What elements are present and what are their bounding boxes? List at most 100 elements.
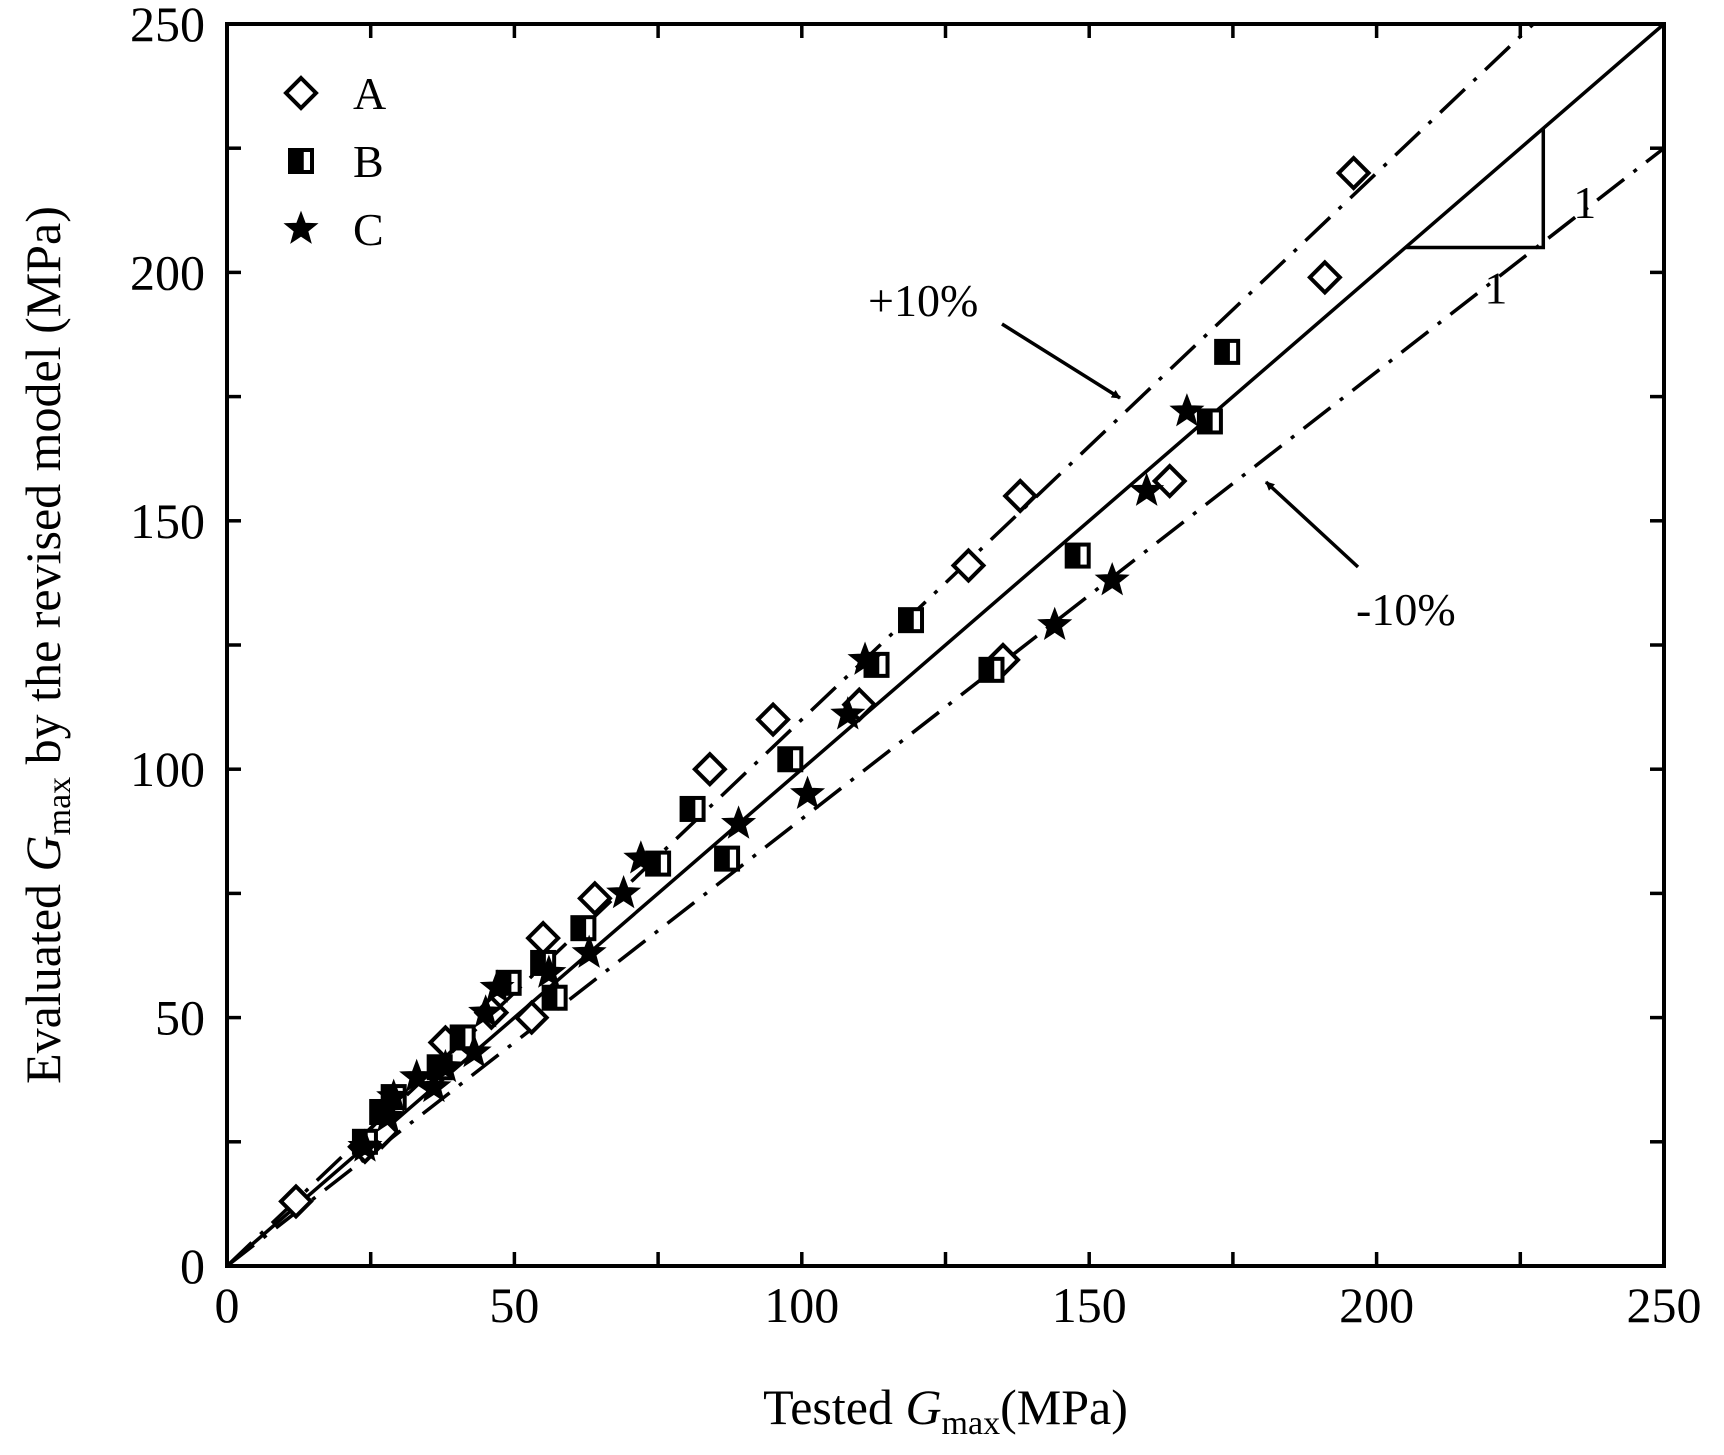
marker-a xyxy=(283,75,319,111)
marker-c xyxy=(399,1058,435,1093)
x-axis-label-subscript: max xyxy=(942,1405,1001,1442)
legend-item-c: C xyxy=(283,204,384,255)
marker-a xyxy=(513,999,550,1036)
marker-a xyxy=(1002,478,1039,514)
plus-10-percent-arrow xyxy=(1001,322,1121,400)
marker-c xyxy=(531,954,567,988)
data-markers xyxy=(278,155,1372,1220)
marker-b-fill xyxy=(543,986,558,1009)
x-tick-label: 250 xyxy=(1627,1277,1702,1333)
plus-10-percent-label: +10% xyxy=(868,275,978,326)
y-tick-label: 200 xyxy=(130,244,205,300)
legend-label: C xyxy=(353,204,384,255)
marker-c xyxy=(571,934,607,968)
y-tick-label: 100 xyxy=(130,741,205,797)
series-b xyxy=(351,338,1241,1155)
minus-10-percent-line xyxy=(225,146,1666,1268)
marker-b xyxy=(570,915,597,942)
y-tick-label: 50 xyxy=(155,990,205,1046)
marker-c xyxy=(347,1128,383,1162)
y-axis-label: Evaluated Gmax by the revised model (MPa… xyxy=(15,206,78,1084)
x-axis-label-variable: G xyxy=(905,1379,941,1435)
marker-c xyxy=(790,775,826,809)
marker-a xyxy=(278,1183,314,1220)
marker-c xyxy=(606,874,642,909)
slope-triangle: 1 1 xyxy=(1405,128,1596,314)
marker-b-fill xyxy=(980,658,995,681)
plus-10-percent-line xyxy=(225,22,1535,1268)
marker-b-fill xyxy=(572,917,587,940)
marker-b xyxy=(679,795,706,822)
annotations: +10% -10% xyxy=(868,275,1456,635)
slope-triangle-shape xyxy=(1405,128,1546,250)
marker-a xyxy=(525,920,561,956)
marker-c xyxy=(456,1033,492,1068)
x-axis-label: Tested Gmax(MPa) xyxy=(763,1379,1128,1442)
x-tick-label: 0 xyxy=(215,1277,240,1333)
marker-c xyxy=(623,840,659,874)
marker-b xyxy=(288,148,314,174)
marker-c xyxy=(468,994,504,1028)
marker-b-fill xyxy=(451,1026,466,1049)
marker-a xyxy=(755,701,791,738)
marker-b xyxy=(541,984,568,1011)
legend-item-a: A xyxy=(283,68,386,119)
legend: ABC xyxy=(283,68,386,255)
axis-tick-labels: 0 50 100 150 200 250 0 50 100 150 200 250 xyxy=(130,0,1702,1333)
slope-triangle-run-label: 1 xyxy=(1484,263,1507,314)
marker-b xyxy=(714,845,741,872)
y-tick-label: 250 xyxy=(130,0,205,52)
marker-b-fill xyxy=(716,847,730,870)
marker-c xyxy=(1169,393,1205,427)
marker-c xyxy=(1129,472,1165,506)
marker-b-fill xyxy=(290,150,304,172)
y-axis-label-suffix: by the revised model (MPa) xyxy=(15,206,71,777)
marker-c xyxy=(479,969,515,1003)
axis-ticks xyxy=(225,22,1666,1268)
marker-a xyxy=(692,751,728,788)
marker-a xyxy=(1307,259,1343,296)
marker-b xyxy=(978,656,1005,683)
minus-10-percent-label: -10% xyxy=(1356,584,1456,635)
marker-c xyxy=(283,210,319,244)
slope-triangle-rise-label: 1 xyxy=(1573,177,1596,228)
y-axis-label-subscript: max xyxy=(41,777,78,836)
y-axis-label-prefix: Evaluated xyxy=(15,871,71,1083)
x-tick-label: 50 xyxy=(489,1277,539,1333)
marker-c xyxy=(376,1078,412,1112)
x-axis-label-prefix: Tested xyxy=(763,1379,905,1435)
marker-c xyxy=(370,1098,406,1132)
x-tick-label: 100 xyxy=(764,1277,839,1333)
marker-a xyxy=(577,880,613,917)
marker-c xyxy=(416,1068,452,1103)
series-c xyxy=(347,393,1205,1162)
legend-label: A xyxy=(353,68,386,119)
marker-b xyxy=(1196,408,1223,435)
x-tick-label: 150 xyxy=(1052,1277,1127,1333)
marker-b xyxy=(898,607,925,634)
marker-a xyxy=(950,547,987,584)
x-tick-label: 200 xyxy=(1339,1277,1414,1333)
marker-b xyxy=(777,746,804,773)
marker-c xyxy=(847,641,883,675)
marker-b xyxy=(1214,338,1241,365)
marker-c xyxy=(1037,606,1073,641)
marker-b-fill xyxy=(1066,544,1081,567)
legend-label: B xyxy=(353,136,384,187)
y-tick-label: 150 xyxy=(130,493,205,549)
marker-c xyxy=(830,696,866,730)
marker-b xyxy=(1064,542,1091,569)
minus-10-percent-arrow xyxy=(1264,480,1360,569)
marker-a xyxy=(1151,463,1188,499)
marker-b-fill xyxy=(681,797,696,820)
legend-item-b: B xyxy=(288,136,384,187)
marker-b-fill xyxy=(900,609,914,632)
marker-b-fill xyxy=(1198,410,1213,433)
marker-b-fill xyxy=(1216,340,1230,363)
marker-c xyxy=(721,805,757,839)
y-tick-label: 0 xyxy=(180,1238,205,1294)
x-axis-label-suffix: (MPa) xyxy=(1000,1379,1128,1435)
y-axis-label-variable: G xyxy=(15,835,71,871)
marker-b-fill xyxy=(779,748,794,771)
